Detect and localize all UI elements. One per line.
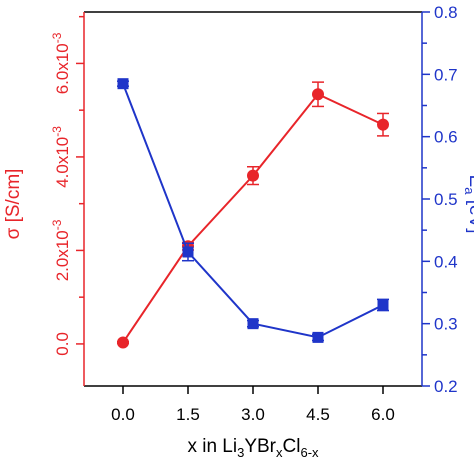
right-y-tick-label: 0.5 bbox=[434, 190, 458, 209]
left-y-tick-label: 6.0x10-3 bbox=[50, 32, 72, 94]
left-axis: 0.0 2.0x10-3 4.0x10-3 6.0x10-3 bbox=[50, 15, 84, 356]
right-axis-label: Ea [eV] bbox=[462, 175, 474, 234]
left-y-tick-label: 2.0x10-3 bbox=[50, 219, 72, 281]
data-point bbox=[117, 78, 129, 90]
plot-frame bbox=[83, 11, 423, 387]
right-y-tick-label: 0.8 bbox=[434, 3, 458, 22]
series-1 bbox=[117, 81, 389, 349]
right-y-tick-label: 0.2 bbox=[434, 377, 458, 396]
x-tick-label: 1.5 bbox=[176, 405, 200, 424]
series-layer bbox=[117, 78, 389, 349]
data-point bbox=[377, 118, 389, 131]
data-point bbox=[312, 331, 324, 343]
x-axis-label-part: 6-x bbox=[300, 445, 319, 460]
series-2-line bbox=[122, 83, 384, 339]
right-y-tick-label: 0.6 bbox=[434, 128, 458, 147]
data-point bbox=[182, 246, 194, 258]
right-y-tick-label: 0.7 bbox=[434, 65, 458, 84]
x-axis-label-part: x in Li bbox=[187, 436, 237, 457]
left-y-tick-label: 4.0x10-3 bbox=[50, 126, 72, 188]
x-axis-label: x in Li3YBrxCl6-x bbox=[187, 436, 319, 460]
right-y-tick-label: 0.3 bbox=[434, 315, 458, 334]
right-y-tick-label: 0.4 bbox=[434, 252, 458, 271]
left-axis-label: σ [S/cm] bbox=[3, 169, 24, 240]
series-2 bbox=[117, 78, 389, 343]
series-1-line bbox=[122, 93, 384, 344]
left-y-tick-label: 0.0 bbox=[53, 332, 72, 356]
x-tick-label: 6.0 bbox=[371, 405, 395, 424]
x-tick-label: 4.5 bbox=[306, 405, 330, 424]
x-tick-label: 3.0 bbox=[241, 405, 265, 424]
x-axis: 0.0 1.5 3.0 4.5 6.0 bbox=[111, 386, 395, 424]
x-axis-label-part: 3 bbox=[237, 445, 244, 460]
right-axis: 0.2 0.3 0.4 0.5 0.6 0.7 0.8 bbox=[422, 3, 458, 396]
x-axis-label-part: YBr bbox=[244, 436, 276, 457]
data-point bbox=[117, 336, 129, 349]
data-point bbox=[247, 169, 259, 182]
x-axis-label-part: Cl bbox=[283, 436, 301, 457]
data-point bbox=[247, 318, 259, 330]
data-point bbox=[377, 299, 389, 311]
data-point bbox=[312, 88, 324, 101]
x-axis-label-part: x bbox=[276, 445, 283, 460]
x-tick-label: 0.0 bbox=[111, 405, 135, 424]
